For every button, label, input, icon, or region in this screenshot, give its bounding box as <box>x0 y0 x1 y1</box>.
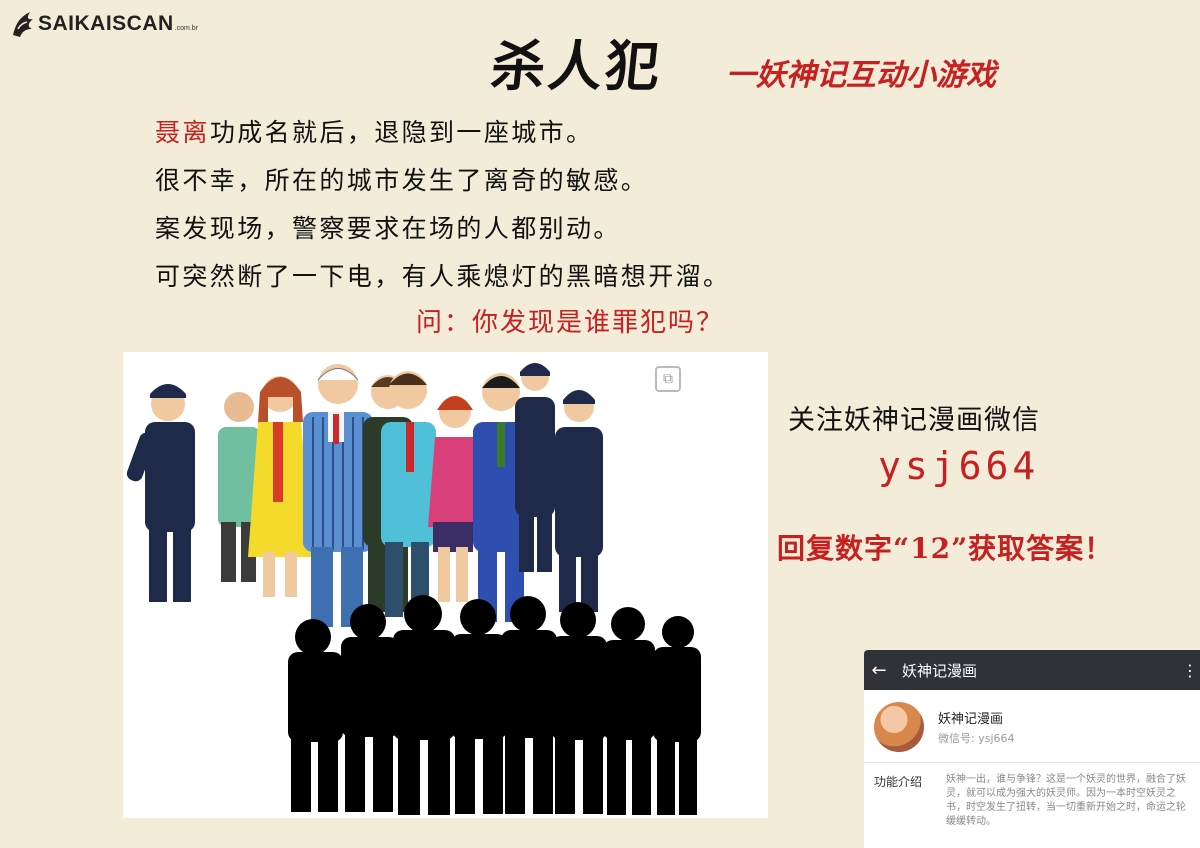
colored-crowd <box>126 363 603 627</box>
intro-section: 功能介绍 妖神一出，谁与争锋？这是一个妖灵的世界，融合了妖灵，就可以成为强大的妖… <box>864 763 1200 839</box>
profile-info: 妖神记漫画 微信号: ysj664 <box>938 708 1015 746</box>
intro-label: 功能介绍 <box>874 775 923 789</box>
logo-domain: .com.br <box>174 24 199 32</box>
more-vertical-icon[interactable]: ⋮ <box>1182 660 1198 680</box>
character-name: 聂离 <box>155 118 210 147</box>
phone-title-bar: ← 妖神记漫画 ⋮ <box>864 650 1200 690</box>
profile-row[interactable]: 妖神记漫画 微信号: ysj664 <box>864 690 1200 763</box>
crowd-illustration <box>126 363 701 815</box>
page-subtitle: 一妖神记互动小游戏 <box>726 58 996 93</box>
watermark-badge: ⧉ <box>655 366 681 392</box>
wechat-profile-screenshot: ← 妖神记漫画 ⋮ 妖神记漫画 微信号: ysj664 功能介绍 妖神一出，谁与… <box>864 650 1200 848</box>
reply-instruction: 回复数字“12”获取答案！ <box>777 532 1114 565</box>
profile-id: 微信号: ysj664 <box>938 732 1015 745</box>
dragon-icon <box>13 12 33 37</box>
silhouette-crowd <box>288 595 701 815</box>
profile-name: 妖神记漫画 <box>938 712 1004 727</box>
puzzle-question: 问：你发现是谁罪犯吗？ <box>416 308 725 338</box>
story-line-2: 很不幸，所在的城市发生了离奇的敏感。 <box>155 166 649 195</box>
back-arrow-icon[interactable]: ← <box>871 659 887 681</box>
story-line-1: 聂离功成名就后，退隐到一座城市。 <box>155 109 730 157</box>
intro-text: 妖神一出，谁与争锋？这是一个妖灵的世界，融合了妖灵，就可以成为强大的妖灵师。因为… <box>946 774 1186 827</box>
phone-title: 妖神记漫画 <box>902 661 978 680</box>
story-text: 聂离功成名就后，退隐到一座城市。 很不幸，所在的城市发生了离奇的敏感。 案发现场… <box>155 109 730 301</box>
follow-text: 关注妖神记漫画微信 <box>788 405 1040 436</box>
avatar <box>874 702 924 752</box>
story-line-4: 可突然断了一下电，有人乘熄灯的黑暗想开溜。 <box>155 262 731 291</box>
puzzle-illustration: ⧉ <box>123 352 768 818</box>
story-line-1-text: 功成名就后，退隐到一座城市。 <box>209 118 594 147</box>
page-title: 杀人犯 <box>488 34 666 98</box>
wechat-id: ysj664 <box>878 444 1040 488</box>
story-line-3: 案发现场，警察要求在场的人都别动。 <box>155 214 621 243</box>
logo-text: SAIKAISCAN <box>38 12 174 35</box>
site-logo[interactable]: SAIKAISCAN .com.br <box>10 8 198 40</box>
